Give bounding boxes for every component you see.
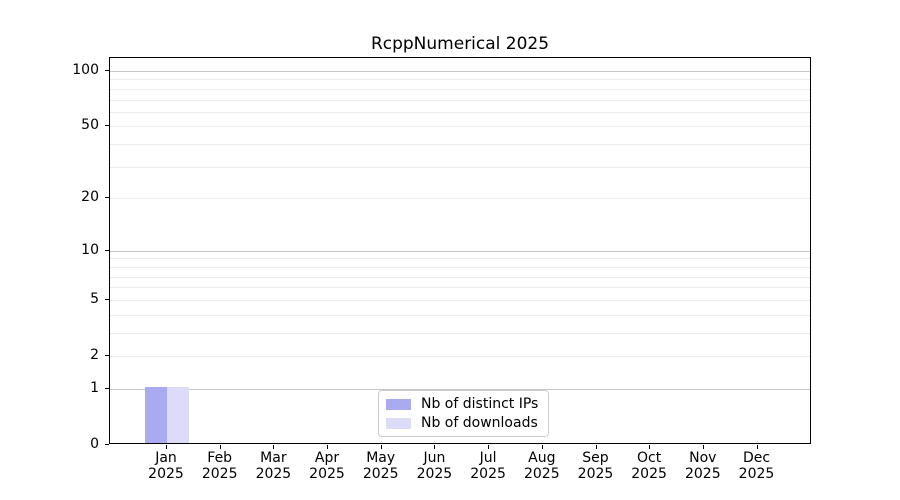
x-tick-year: 2025 — [470, 466, 506, 482]
x-tick-year: 2025 — [416, 466, 453, 482]
x-tick-month: Sep — [582, 450, 609, 466]
legend-label-distinct-ips: Nb of distinct IPs — [421, 396, 539, 412]
legend: Nb of distinct IPs Nb of downloads — [378, 390, 550, 437]
gridline-minor — [110, 144, 810, 146]
x-tick-year: 2025 — [684, 466, 721, 482]
x-tick-mark — [595, 445, 597, 449]
gridline-minor — [110, 276, 810, 278]
x-tick-mark — [434, 445, 436, 449]
x-tick-year: 2025 — [738, 466, 775, 482]
y-tick-mark — [105, 70, 109, 71]
x-tick-mark — [649, 445, 651, 449]
y-tick-mark — [105, 444, 109, 445]
x-tick-month: Mar — [260, 450, 287, 466]
x-tick-mark — [327, 445, 328, 449]
x-tick-label: Dec 2025 — [717, 450, 797, 482]
gridline-minor — [110, 99, 810, 101]
x-tick-label: May 2025 — [341, 450, 421, 482]
x-tick-label: Apr 2025 — [287, 450, 367, 482]
gridline-minor — [110, 332, 810, 334]
x-tick-year: 2025 — [148, 466, 184, 482]
y-tick-label: 5 — [90, 290, 99, 307]
legend-row-distinct-ips: Nb of distinct IPs — [386, 396, 538, 412]
y-tick-mark — [105, 387, 109, 389]
x-tick-mark — [380, 445, 382, 449]
x-tick-label: Sep 2025 — [556, 450, 636, 482]
plot-area — [109, 57, 811, 444]
gridline-minor — [110, 299, 810, 301]
x-tick-mark — [166, 445, 167, 449]
y-tick-label: 1 — [90, 379, 99, 396]
x-tick-label: Feb 2025 — [180, 450, 260, 482]
bar-nb-of-distinct-ips — [145, 386, 167, 443]
x-tick-mark — [219, 445, 221, 449]
gridline-minor — [110, 126, 810, 128]
x-tick-month: May — [366, 450, 396, 466]
x-tick-mark — [541, 445, 543, 449]
bar-nb-of-downloads — [167, 386, 189, 443]
x-tick-month: Apr — [314, 450, 340, 466]
x-tick-label: Aug 2025 — [502, 450, 582, 482]
x-tick-year: 2025 — [523, 466, 560, 482]
x-tick-label: Jul 2025 — [448, 450, 528, 482]
legend-label-downloads: Nb of downloads — [421, 415, 538, 431]
x-tick-month: Nov — [689, 450, 717, 466]
x-tick-month: Jun — [423, 450, 446, 466]
y-tick-mark — [105, 197, 109, 199]
y-tick-mark — [105, 125, 109, 127]
x-tick-label: Oct 2025 — [609, 450, 689, 482]
y-tick-label: 50 — [81, 117, 99, 134]
legend-row-downloads: Nb of downloads — [386, 415, 538, 431]
y-tick-label: 100 — [72, 62, 99, 78]
y-tick-mark — [105, 298, 109, 300]
gridline-minor — [110, 166, 810, 168]
x-tick-year: 2025 — [362, 466, 399, 482]
y-tick-label: 10 — [81, 241, 99, 258]
x-tick-month: Jan — [155, 450, 177, 466]
chart-title: RcppNumerical 2025 — [370, 34, 550, 54]
x-tick-month: Oct — [636, 450, 662, 466]
x-tick-mark — [488, 445, 490, 449]
gridline-minor — [110, 356, 810, 357]
gridline-minor — [110, 198, 810, 200]
gridline-minor — [110, 266, 810, 268]
x-tick-year: 2025 — [577, 466, 614, 482]
x-tick-year: 2025 — [631, 466, 667, 482]
x-tick-month: Jul — [479, 450, 497, 466]
x-tick-mark — [702, 445, 704, 449]
y-tick-label: 0 — [90, 436, 99, 452]
x-tick-month: Feb — [207, 450, 233, 466]
x-tick-month: Dec — [742, 450, 771, 466]
x-tick-label: Jan 2025 — [126, 450, 206, 482]
gridline-minor — [110, 287, 810, 289]
y-tick-mark — [105, 249, 109, 251]
gridline-minor — [110, 79, 810, 81]
legend-swatch-distinct-ips — [386, 398, 411, 410]
gridline-minor — [110, 314, 810, 316]
legend-swatch-downloads — [386, 417, 411, 429]
gridline-major — [110, 388, 810, 390]
y-tick-mark — [105, 355, 109, 356]
gridline-minor — [110, 258, 810, 260]
x-tick-year: 2025 — [309, 466, 345, 482]
gridline-major — [110, 71, 810, 72]
y-tick-label: 20 — [81, 189, 99, 206]
x-tick-mark — [756, 445, 758, 449]
y-tick-label: 2 — [90, 347, 99, 363]
x-tick-label: Mar 2025 — [233, 450, 313, 482]
gridline-minor — [110, 88, 810, 90]
x-tick-label: Nov 2025 — [663, 450, 743, 482]
gridline-minor — [110, 111, 810, 113]
gridline-major — [110, 250, 810, 252]
x-tick-year: 2025 — [255, 466, 292, 482]
x-tick-label: Jun 2025 — [394, 450, 474, 482]
x-tick-month: Aug — [528, 450, 556, 466]
x-tick-year: 2025 — [201, 466, 238, 482]
x-tick-mark — [273, 445, 275, 449]
